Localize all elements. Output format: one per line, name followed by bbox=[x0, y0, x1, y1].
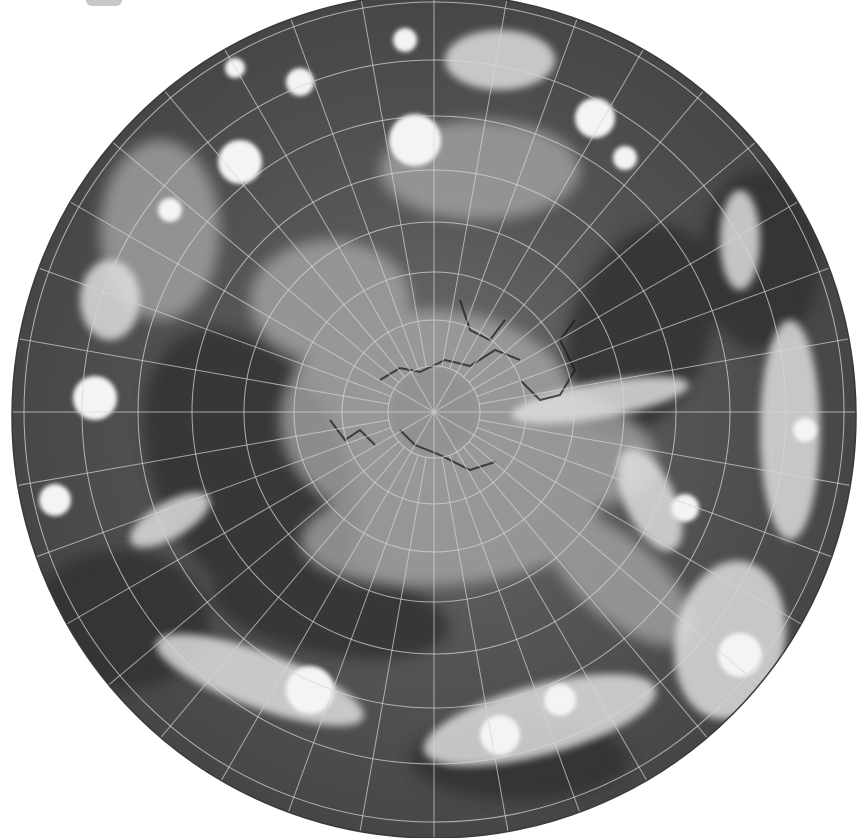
polar-satellite-image bbox=[0, 0, 868, 838]
